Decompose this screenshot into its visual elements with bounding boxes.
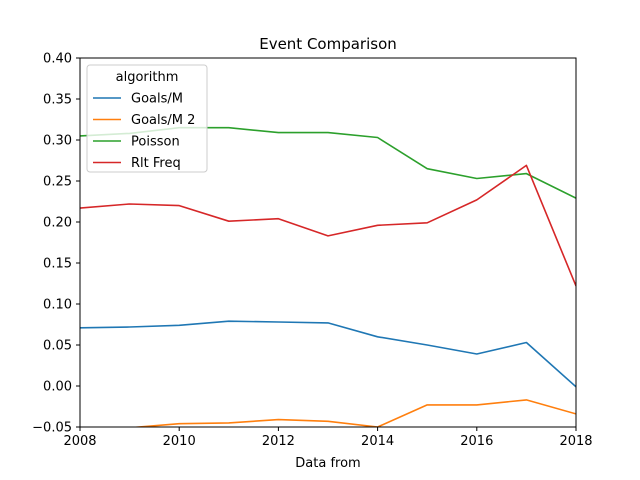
legend: algorithm Goals/M Goals/M 2 Poisson Rlt Fre… xyxy=(86,64,208,173)
y-axis: −0.05 0.00 0.05 0.10 0.15 0.20 0.25 0.30 0.35 0.4… xyxy=(32,52,80,436)
y-tick-label: 0.05 xyxy=(43,339,72,354)
y-tick-label: 0.40 xyxy=(43,52,72,67)
series-line-goals-m xyxy=(80,320,576,388)
y-tick-label: 0.00 xyxy=(43,380,72,395)
legend-items: Goals/M Goals/M 2 Poisson Rlt Freq xyxy=(93,92,195,171)
series-line-goals-m-2 xyxy=(129,399,576,427)
chart-title: Event Comparison xyxy=(259,35,397,53)
y-tick-label: 0.15 xyxy=(43,257,72,272)
legend-label: Poisson xyxy=(131,135,180,150)
series-line-rlt-freq xyxy=(80,164,576,287)
x-tick-label: 2012 xyxy=(262,434,295,449)
plot-frame xyxy=(79,57,577,428)
legend-label: Goals/M xyxy=(131,92,183,107)
legend-frame xyxy=(86,64,208,173)
y-tick-label: 0.25 xyxy=(43,175,72,190)
y-tick-label: 0.35 xyxy=(43,93,72,108)
x-tick-label: 2008 xyxy=(63,434,96,449)
legend-label: Goals/M 2 xyxy=(131,113,195,128)
y-tick-label: −0.05 xyxy=(32,421,72,436)
y-tick-label: 0.10 xyxy=(43,298,72,313)
y-tick-label: 0.30 xyxy=(43,134,72,149)
legend-title: algorithm xyxy=(116,70,179,85)
x-tick-label: 2014 xyxy=(361,434,394,449)
x-tick-label: 2010 xyxy=(163,434,196,449)
y-tick-label: 0.20 xyxy=(43,216,72,231)
x-tick-label: 2018 xyxy=(559,434,592,449)
legend-label: Rlt Freq xyxy=(131,156,181,171)
x-axis-title: Data from xyxy=(295,456,360,471)
x-axis: 2008 2010 2012 2014 2016 2018 xyxy=(63,427,593,449)
x-tick-label: 2016 xyxy=(460,434,493,449)
